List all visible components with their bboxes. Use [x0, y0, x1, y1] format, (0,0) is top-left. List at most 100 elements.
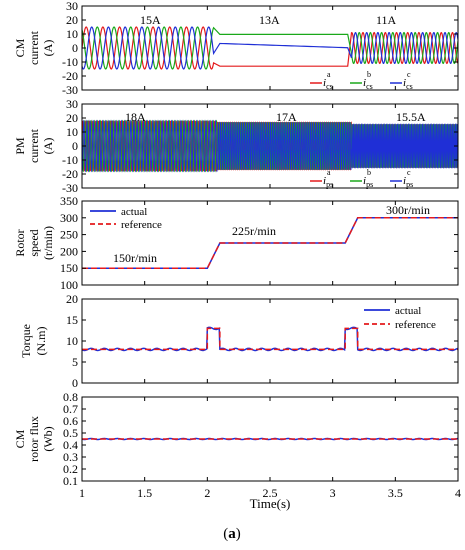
- ylabel-speed-line-3: (r/min): [41, 226, 55, 260]
- x-tick-label: 1.5: [137, 486, 152, 500]
- y-tick-label: 150: [60, 261, 78, 275]
- legend-cm-a-sup: a: [327, 70, 331, 79]
- x-tick-label: 3.5: [388, 486, 403, 500]
- y-tick-label: 300: [60, 211, 78, 225]
- y-tick-label: 0.2: [63, 462, 78, 476]
- y-tick-label: 0.8: [63, 390, 78, 404]
- y-tick-label: 10: [66, 125, 78, 139]
- legend-cm-a: ics: [323, 77, 333, 91]
- legend-speed-reference: reference: [121, 219, 162, 231]
- annotation-18a: 18A: [125, 110, 146, 124]
- x-axis-label: Time(s): [250, 496, 291, 511]
- ylabel-pm-line-3: (A): [41, 138, 55, 155]
- y-tick-label: 0: [72, 139, 78, 153]
- ylabel-cm-line-2: current: [27, 30, 41, 65]
- ylabel-speed-line-1: Rotor: [13, 229, 27, 256]
- panel-flux-traces: [82, 437, 458, 441]
- y-tick-label: 0.4: [63, 438, 78, 452]
- y-tick-label: 20: [66, 292, 78, 306]
- ylabel-flux-line-3: (Wb): [41, 426, 55, 451]
- panel-rotor-speed: 350 300 250 200 150 100 Rotor speed (r/min) 1…: [13, 194, 459, 292]
- x-tick-label: 3: [330, 486, 336, 500]
- series-flux: [82, 437, 458, 441]
- legend-pm-a: ips: [323, 175, 333, 189]
- annotation-225rmin: 225r/min: [232, 224, 276, 238]
- y-tick-label: 30: [66, 0, 78, 13]
- panel-torque-axis: 20 15 10 5 0: [66, 292, 459, 390]
- ylabel-flux-line-1: CM: [13, 429, 27, 448]
- y-tick-label: 250: [60, 228, 78, 242]
- x-tick-label: 4: [455, 486, 461, 500]
- ylabel-cm-line-1: CM: [13, 38, 27, 57]
- y-tick-label: -20: [62, 167, 78, 181]
- legend-cm-c-sup: c: [407, 70, 411, 79]
- y-tick-label: 20: [66, 111, 78, 125]
- y-tick-label: -10: [62, 55, 78, 69]
- x-tick-label: 2: [204, 486, 210, 500]
- ylabel-cm-line-3: (A): [41, 40, 55, 57]
- legend-pm-c-sup: c: [407, 168, 411, 177]
- panel-rotor-speed-traces: [82, 217, 458, 269]
- y-tick-label: -10: [62, 153, 78, 167]
- annotation-11a: 11A: [376, 13, 397, 27]
- y-tick-label: 10: [66, 334, 78, 348]
- y-tick-label: 0.5: [63, 426, 78, 440]
- y-tick-label: 0.7: [63, 402, 78, 416]
- panel-flux-axis: 0.80.70.60.50.40.30.20.1: [63, 390, 459, 488]
- y-tick-label: 30: [66, 97, 78, 111]
- panel-cm-rotor-flux: 0.80.70.60.50.40.30.20.1 CM rotor flux (…: [13, 390, 459, 488]
- legend-torque-actual: actual: [395, 305, 421, 317]
- y-tick-label: 350: [60, 194, 78, 208]
- series-phase-2: [82, 119, 458, 173]
- annotation-150rmin: 150r/min: [113, 251, 157, 265]
- annotation-15-5a: 15.5A: [396, 110, 426, 124]
- ylabel-flux-line-2: rotor flux: [27, 416, 41, 462]
- annotation-15a: 15A: [140, 13, 161, 27]
- y-tick-label: 100: [60, 278, 78, 292]
- panel-rotor-speed-axis: 350 300 250 200 150 100: [60, 194, 459, 292]
- y-tick-label: 200: [60, 244, 78, 258]
- ylabel-pm-line-1: PM: [13, 137, 27, 155]
- legend-torque-reference: reference: [395, 319, 436, 331]
- legend-torque: actual reference: [364, 305, 436, 331]
- y-tick-label: 5: [72, 355, 78, 369]
- y-tick-label: 15: [66, 313, 78, 327]
- annotation-13a: 13A: [259, 13, 280, 27]
- legend-pm-b-sup: b: [367, 168, 371, 177]
- ylabel-speed-line-2: speed: [27, 229, 41, 256]
- panel-cm-current-traces: [82, 26, 458, 70]
- legend-cm-c: ics: [403, 77, 413, 91]
- legend-pm-c: ips: [403, 175, 413, 189]
- ylabel-torque-line-2: (N.m): [34, 327, 48, 356]
- y-tick-label: 20: [66, 13, 78, 27]
- figure-label: (a): [223, 526, 241, 542]
- ylabel-torque-line-1: Torque: [19, 324, 33, 358]
- series-reference: [82, 327, 458, 351]
- y-tick-label: 0: [72, 41, 78, 55]
- series-phase-1: [82, 26, 458, 70]
- legend-rotor-speed: actual reference: [90, 206, 162, 231]
- panel-torque: 20 15 10 5 0 Torque (N.m) actual reference: [19, 292, 459, 390]
- ylabel-pm-line-2: current: [27, 128, 41, 163]
- legend-speed-actual: actual: [121, 206, 147, 218]
- y-tick-label: 0.3: [63, 450, 78, 464]
- y-tick-label: 0.1: [63, 474, 78, 488]
- panel-torque-traces: [82, 326, 458, 352]
- legend-cm-b-sup: b: [367, 70, 371, 79]
- legend-pm-a-sup: a: [327, 168, 331, 177]
- x-axis-ticks: 1 1.5 2 2.5 3 3.5 4: [79, 486, 461, 500]
- y-tick-label: -30: [62, 181, 78, 195]
- panel-pm-current-traces: [82, 119, 458, 173]
- legend-pm-b: ips: [363, 175, 373, 189]
- legend-pm-current: ips a ips b ips c: [310, 168, 413, 189]
- annotation-300rmin: 300r/min: [386, 203, 430, 217]
- y-tick-label: 0: [72, 376, 78, 390]
- series-reference: [82, 217, 458, 269]
- y-tick-label: -20: [62, 69, 78, 83]
- y-tick-label: 0.6: [63, 414, 78, 428]
- x-tick-label: 1: [79, 486, 85, 500]
